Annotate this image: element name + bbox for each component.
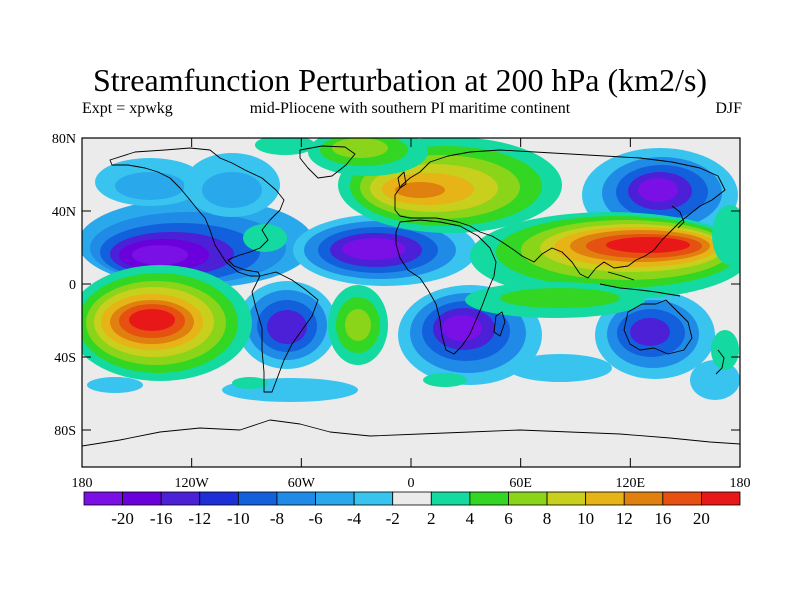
experiment-label: Expt = xpwkg [82, 100, 173, 117]
season-label: DJF [715, 100, 742, 117]
colorbar-label: 6 [504, 509, 513, 528]
colorbar-swatch [623, 491, 664, 506]
colorbar: -20 -16 -12 -10 -8 -6 -4 -2 2 4 6 8 10 12 16 20 [83, 491, 741, 528]
colorbar-label: -12 [188, 509, 211, 528]
lon-tick-label: 120W [175, 476, 210, 491]
colorbar-swatch [276, 491, 316, 506]
coast-antarctica [82, 419, 740, 447]
anomaly-low-south-america [237, 281, 337, 369]
colorbar-label: 16 [654, 509, 671, 528]
anomaly-low-north-pacific [82, 198, 314, 288]
lat-tick-label: 40S [54, 351, 76, 366]
anomaly-low-australia [595, 291, 715, 379]
colorbar-label: -2 [386, 509, 400, 528]
latitude-axis: 80N 40N 0 40S 80S [52, 132, 740, 439]
coast-new-zealand [715, 349, 725, 375]
coast-south-america [251, 271, 319, 393]
colorbar-label: 8 [543, 509, 552, 528]
lat-tick-label: 80S [54, 424, 76, 439]
colorbar-label: 2 [427, 509, 436, 528]
colorbar-label: -8 [270, 509, 284, 528]
coastlines [82, 145, 740, 447]
map-panel: 80N 40N 0 40S 80S 180 120W 60W 0 60E 120E 180 [52, 132, 751, 491]
anomaly-high-indian-ocean [465, 282, 645, 318]
colorbar-swatch [83, 491, 123, 506]
colorbar-label: -16 [150, 509, 173, 528]
coast-indonesia [599, 271, 681, 297]
colorbar-swatch [237, 491, 278, 506]
contour-field [82, 138, 740, 447]
colorbar-label: -6 [308, 509, 322, 528]
coast-uk [397, 171, 407, 189]
colorbar-label: 20 [693, 509, 710, 528]
lat-tick-label: 80N [52, 132, 76, 147]
lon-tick-label: 120E [616, 476, 646, 491]
coast-africa [395, 219, 497, 355]
coast-eurasia [394, 149, 726, 279]
anomaly-high-south-atlantic [328, 285, 388, 365]
colorbar-label: -20 [111, 509, 134, 528]
colorbar-label: 10 [577, 509, 594, 528]
lon-tick-label: 180 [730, 476, 751, 491]
colorbar-label: 4 [466, 509, 475, 528]
anomaly-high-small-patches [232, 138, 740, 389]
lon-tick-label: 180 [72, 476, 93, 491]
page-title: Streamfunction Perturbation at 200 hPa (… [92, 62, 708, 98]
coast-japan [671, 205, 685, 229]
longitude-axis: 180 120W 60W 0 60E 120E 180 [72, 138, 751, 491]
colorbar-swatch [160, 491, 201, 506]
coast-north-america [109, 147, 285, 277]
anomaly-high-arctic [308, 138, 428, 176]
colorbar-label: 12 [616, 509, 633, 528]
lat-tick-label: 0 [69, 278, 76, 293]
colorbar-swatch [546, 491, 587, 506]
colorbar-swatch [701, 491, 741, 506]
colorbar-swatch [508, 491, 548, 506]
colorbar-swatch [469, 491, 509, 506]
anomaly-high-south-pacific [82, 265, 252, 381]
experiment-description: mid-Pliocene with southern PI maritime c… [249, 100, 571, 117]
colorbar-swatch [353, 491, 394, 506]
anomaly-low-north-pacific-high-lat [95, 153, 280, 217]
colorbar-swatch [662, 491, 702, 506]
colorbar-label: -4 [347, 509, 362, 528]
colorbar-label: -10 [227, 509, 250, 528]
coast-australia [623, 299, 693, 355]
colorbar-swatch [122, 491, 162, 506]
coast-greenland [299, 145, 356, 179]
lon-tick-label: 0 [408, 476, 415, 491]
coast-madagascar [493, 311, 506, 337]
colorbar-swatch [392, 491, 432, 506]
lat-tick-label: 40N [52, 205, 76, 220]
lon-tick-label: 60W [288, 476, 316, 491]
colorbar-swatch [585, 491, 625, 506]
colorbar-swatch [199, 491, 239, 506]
lon-tick-label: 60E [509, 476, 532, 491]
colorbar-swatch [315, 491, 355, 506]
colorbar-swatch [430, 491, 471, 506]
